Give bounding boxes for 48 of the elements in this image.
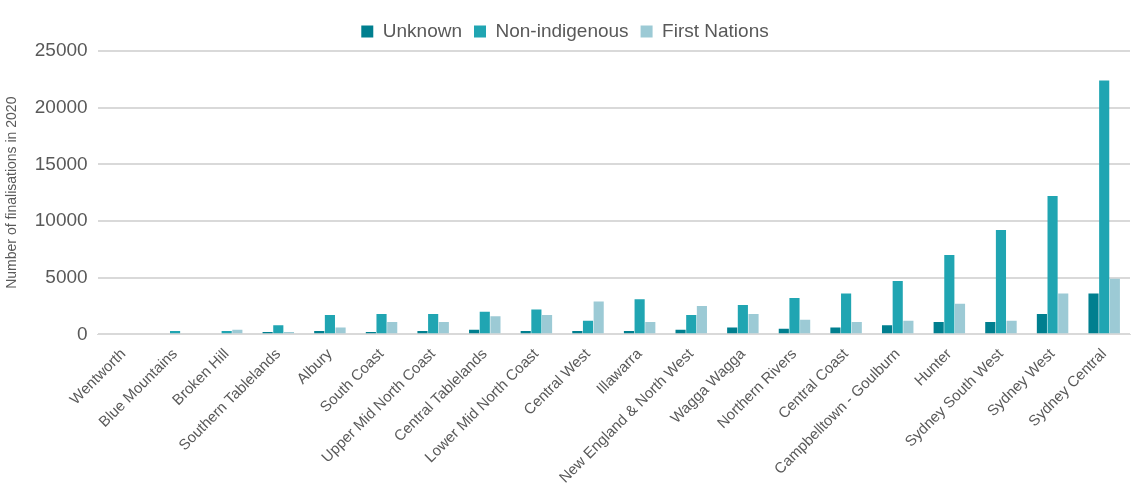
y-tick-label: 5000: [45, 265, 88, 287]
bar: [686, 315, 697, 334]
bar: [995, 230, 1007, 334]
bar: [1047, 196, 1058, 334]
bar: [634, 299, 645, 334]
bar: [531, 309, 542, 334]
bar: [273, 325, 284, 334]
bar: [892, 281, 903, 334]
y-tick-label: 10000: [34, 209, 88, 231]
bar: [1088, 293, 1099, 334]
bar: [1006, 320, 1017, 334]
bar: [1099, 80, 1110, 334]
bar: [541, 315, 553, 334]
legend-label: Non-indigenous: [495, 19, 629, 41]
bar: [387, 321, 398, 334]
y-axis-title: Number of finalisations in 2020: [3, 96, 20, 289]
bar: [479, 311, 490, 334]
bar: [748, 313, 759, 334]
legend-label: Unknown: [382, 19, 462, 41]
bar: [1109, 278, 1120, 334]
bar: [851, 321, 862, 334]
bar: [737, 304, 748, 334]
bar: [593, 301, 604, 334]
bar: [428, 313, 439, 334]
bar: [324, 315, 335, 334]
bar: [376, 313, 387, 334]
bar: [1036, 313, 1047, 334]
bar: [944, 255, 955, 334]
bar: [881, 325, 893, 334]
bar: [696, 306, 707, 334]
bar: [417, 330, 428, 334]
bar: [438, 321, 449, 334]
bar: [800, 319, 811, 334]
y-tick-label: 0: [77, 322, 88, 344]
bar: [933, 321, 944, 334]
bar: [841, 293, 852, 334]
bar: [645, 321, 656, 334]
y-tick-label: 20000: [34, 95, 88, 117]
bar: [789, 298, 800, 334]
bar: [1058, 293, 1069, 334]
bar: [954, 303, 966, 334]
y-tick-label: 25000: [34, 39, 88, 61]
bar: [985, 321, 996, 334]
legend-label: First Nations: [662, 19, 769, 41]
bar: [490, 316, 501, 334]
bar: [903, 320, 914, 334]
bar: [582, 320, 594, 334]
y-tick-label: 15000: [34, 152, 88, 174]
